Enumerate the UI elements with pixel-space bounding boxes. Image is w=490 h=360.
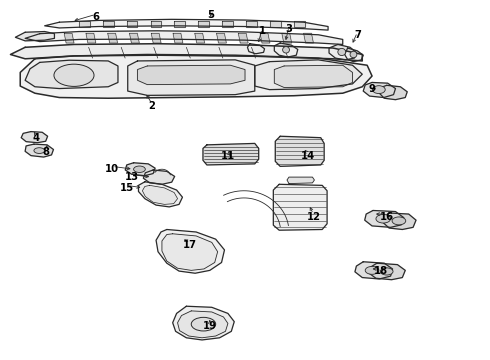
Ellipse shape: [365, 266, 379, 274]
Polygon shape: [25, 31, 343, 44]
Text: 4: 4: [32, 133, 39, 143]
Text: 5: 5: [207, 10, 214, 20]
Text: 8: 8: [43, 147, 49, 157]
Text: 10: 10: [105, 164, 119, 174]
Polygon shape: [379, 85, 407, 100]
Polygon shape: [139, 182, 182, 207]
Text: 16: 16: [380, 212, 394, 221]
Ellipse shape: [134, 166, 146, 172]
Polygon shape: [86, 33, 96, 43]
Polygon shape: [129, 33, 139, 43]
Text: 14: 14: [300, 150, 315, 161]
Polygon shape: [275, 136, 324, 166]
Ellipse shape: [54, 64, 94, 86]
Text: 19: 19: [203, 321, 217, 331]
Text: 6: 6: [93, 12, 99, 22]
Ellipse shape: [380, 268, 393, 275]
Polygon shape: [79, 22, 90, 27]
Text: 11: 11: [221, 150, 235, 161]
Polygon shape: [344, 48, 363, 62]
Ellipse shape: [376, 215, 391, 223]
Ellipse shape: [34, 148, 45, 153]
Polygon shape: [177, 311, 228, 338]
Polygon shape: [162, 234, 218, 270]
Polygon shape: [151, 33, 161, 43]
Ellipse shape: [392, 217, 406, 225]
Text: 7: 7: [354, 30, 361, 40]
Polygon shape: [103, 22, 114, 27]
Text: 3: 3: [286, 24, 293, 35]
Polygon shape: [64, 33, 74, 43]
Polygon shape: [282, 33, 292, 43]
Polygon shape: [294, 22, 305, 27]
Polygon shape: [355, 262, 392, 279]
Text: 18: 18: [374, 266, 388, 276]
Text: 9: 9: [368, 84, 375, 94]
Polygon shape: [138, 65, 245, 85]
Ellipse shape: [191, 318, 216, 331]
Polygon shape: [369, 263, 405, 280]
Ellipse shape: [283, 46, 290, 53]
Polygon shape: [173, 33, 183, 43]
Polygon shape: [174, 22, 185, 27]
Polygon shape: [125, 163, 155, 176]
Polygon shape: [329, 44, 356, 60]
Text: 1: 1: [259, 26, 266, 36]
Polygon shape: [247, 44, 265, 54]
Polygon shape: [128, 60, 255, 95]
Polygon shape: [21, 132, 48, 143]
Polygon shape: [15, 32, 54, 41]
Polygon shape: [222, 22, 233, 27]
Polygon shape: [217, 33, 226, 43]
Text: 12: 12: [306, 212, 320, 221]
Ellipse shape: [350, 51, 357, 58]
Polygon shape: [198, 22, 209, 27]
Polygon shape: [150, 22, 161, 27]
Text: 15: 15: [120, 183, 134, 193]
Polygon shape: [274, 65, 352, 87]
Polygon shape: [363, 82, 395, 98]
Polygon shape: [260, 33, 270, 43]
Polygon shape: [246, 22, 257, 27]
Text: 2: 2: [149, 102, 156, 112]
Text: 17: 17: [183, 240, 197, 250]
Ellipse shape: [338, 48, 345, 55]
Polygon shape: [304, 33, 314, 43]
Polygon shape: [45, 19, 328, 30]
Polygon shape: [273, 184, 327, 230]
Polygon shape: [10, 44, 362, 61]
Polygon shape: [172, 306, 234, 340]
Polygon shape: [270, 22, 281, 27]
Text: 13: 13: [124, 172, 139, 182]
Polygon shape: [20, 54, 372, 98]
Polygon shape: [287, 177, 315, 184]
Polygon shape: [203, 143, 259, 165]
Polygon shape: [383, 213, 416, 229]
Polygon shape: [255, 60, 362, 90]
Polygon shape: [126, 22, 137, 27]
Polygon shape: [108, 33, 118, 43]
Polygon shape: [25, 144, 53, 157]
Polygon shape: [365, 211, 404, 227]
Polygon shape: [143, 185, 177, 204]
Polygon shape: [156, 229, 224, 273]
Polygon shape: [25, 60, 118, 89]
Polygon shape: [144, 170, 174, 184]
Polygon shape: [195, 33, 205, 43]
Polygon shape: [274, 43, 298, 57]
Ellipse shape: [372, 86, 385, 94]
Polygon shape: [238, 33, 248, 43]
